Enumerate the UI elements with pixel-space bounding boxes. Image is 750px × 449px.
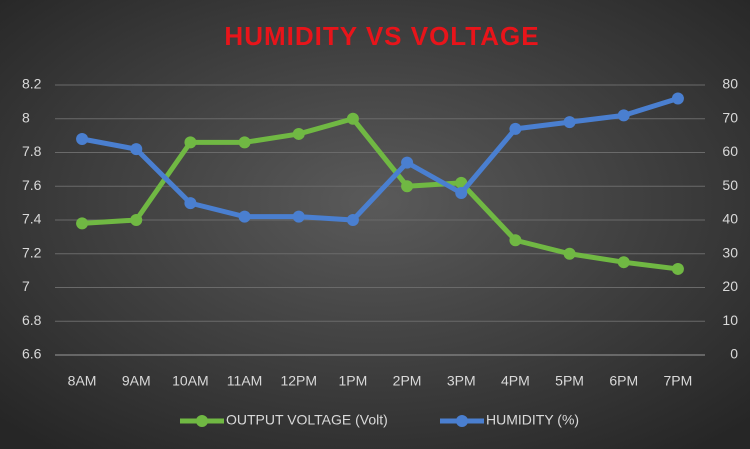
data-point — [184, 136, 197, 149]
data-point — [455, 187, 468, 199]
series-line — [81, 96, 679, 223]
data-point — [563, 247, 576, 260]
y-tick-label: 7 — [22, 278, 30, 294]
data-point — [563, 116, 576, 129]
x-tick-label: 9AM — [122, 373, 151, 389]
data-point — [346, 112, 359, 125]
data-point — [238, 136, 251, 149]
y-tick-label: 7.6 — [22, 177, 42, 193]
x-tick-label: 11AM — [227, 373, 263, 389]
legend-label: HUMIDITY (%) — [486, 412, 579, 428]
data-point — [292, 210, 305, 223]
data-point — [509, 234, 522, 247]
x-tick-label: 12PM — [280, 373, 317, 389]
data-point — [401, 180, 414, 193]
x-tick-label: 7PM — [664, 373, 693, 389]
x-tick-label: 3PM — [447, 373, 476, 389]
y-tick-label: 7.4 — [22, 211, 42, 227]
data-point — [617, 256, 630, 269]
x-tick-label: 10AM — [172, 373, 209, 389]
x-tick-label: 4PM — [501, 373, 530, 389]
data-point — [130, 143, 143, 156]
legend-marker — [196, 415, 208, 427]
data-point — [401, 156, 414, 169]
data-point — [346, 214, 359, 226]
y2-tick-label: 10 — [722, 312, 738, 328]
y-tick-label: 6.8 — [22, 312, 42, 328]
data-point — [509, 122, 522, 135]
chart-title: HUMIDITY VS VOLTAGE — [224, 21, 539, 51]
x-tick-label: 5PM — [555, 373, 584, 389]
data-point — [184, 197, 197, 210]
x-tick-label: 1PM — [339, 373, 368, 389]
y2-tick-label: 60 — [722, 143, 738, 159]
y2-tick-label: 40 — [722, 211, 738, 227]
y-tick-label: 8 — [22, 109, 30, 125]
y2-tick-label: 80 — [722, 76, 738, 92]
legend-label: OUTPUT VOLTAGE (Volt) — [226, 412, 388, 428]
series-line — [81, 116, 679, 272]
data-point — [76, 133, 89, 145]
y2-tick-label: 30 — [722, 244, 738, 260]
data-point — [292, 127, 305, 140]
data-point — [130, 214, 143, 226]
data-point — [76, 217, 89, 230]
x-tick-label: 8AM — [68, 373, 97, 389]
x-tick-label: 2PM — [393, 373, 422, 389]
data-point — [617, 109, 630, 122]
data-point — [238, 210, 251, 223]
y-tick-label: 6.6 — [22, 346, 42, 362]
y2-tick-label: 0 — [730, 346, 738, 362]
legend-marker — [456, 415, 468, 427]
data-point — [671, 92, 684, 105]
data-point — [671, 262, 684, 275]
y2-tick-label: 50 — [722, 177, 738, 193]
x-tick-label: 6PM — [609, 373, 638, 389]
y2-tick-label: 20 — [722, 278, 738, 294]
y-tick-label: 7.2 — [22, 244, 42, 260]
y-tick-label: 8.2 — [22, 76, 42, 92]
y-tick-label: 7.8 — [22, 143, 42, 159]
y2-tick-label: 70 — [722, 109, 738, 125]
